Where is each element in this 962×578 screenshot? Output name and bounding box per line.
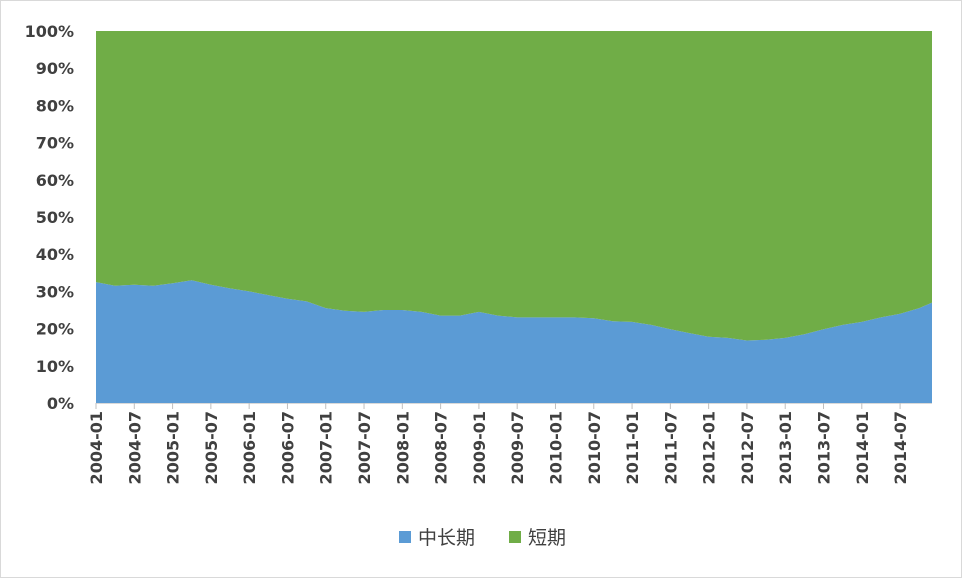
- y-tick-label: 40%: [36, 245, 74, 264]
- x-tick-label: 2011-07: [661, 411, 680, 484]
- x-tick-label: 2004-07: [125, 411, 144, 484]
- x-tick-label: 2006-01: [240, 411, 259, 484]
- y-tick-label: 60%: [36, 171, 74, 190]
- y-tick-label: 50%: [36, 208, 74, 227]
- x-tick-label: 2008-01: [393, 411, 412, 484]
- area-series-1: [96, 280, 932, 403]
- y-tick-label: 80%: [36, 96, 74, 115]
- legend-swatch: [509, 531, 521, 543]
- x-axis: 2004-01 2004-07 2005-01 2005-07 2006-01 2006-…: [87, 403, 932, 484]
- x-tick-label: 2012-07: [738, 411, 757, 484]
- y-tick-label: 100%: [25, 22, 74, 41]
- x-tick-label: 2004-01: [87, 411, 106, 484]
- y-tick-label: 70%: [36, 134, 74, 153]
- y-tick-label: 30%: [36, 282, 74, 301]
- x-tick-label: 2013-01: [776, 411, 795, 484]
- plot-area: [96, 31, 932, 403]
- x-tick-label: 2009-07: [508, 411, 527, 484]
- legend: 中长期 短期: [399, 527, 566, 549]
- x-tick-label: 2010-01: [547, 411, 566, 484]
- area-series-2: [96, 31, 932, 341]
- x-tick-label: 2010-07: [585, 411, 604, 484]
- y-tick-label: 0%: [47, 394, 74, 413]
- x-tick-label: 2014-01: [853, 411, 872, 484]
- y-tick-label: 10%: [36, 357, 74, 376]
- y-axis: 0% 10% 20% 30% 40% 50% 60% 70% 80% 90% 100%: [25, 22, 74, 413]
- y-tick-label: 90%: [36, 59, 74, 78]
- x-tick-label: 2009-01: [470, 411, 489, 484]
- x-tick-label: 2005-01: [164, 411, 183, 484]
- x-tick-label: 2012-01: [700, 411, 719, 484]
- x-tick-label: 2008-07: [432, 411, 451, 484]
- x-tick-label: 2014-07: [891, 411, 910, 484]
- x-tick-label: 2007-01: [317, 411, 336, 484]
- y-tick-label: 20%: [36, 320, 74, 339]
- x-tick-label: 2006-07: [279, 411, 298, 484]
- x-tick-label: 2013-07: [815, 411, 834, 484]
- x-tick-label: 2011-01: [623, 411, 642, 484]
- x-tick-label: 2007-07: [355, 411, 374, 484]
- legend-label: 中长期: [418, 527, 475, 549]
- x-tick-label: 2005-07: [202, 411, 221, 484]
- legend-swatch: [399, 531, 411, 543]
- legend-label: 短期: [528, 527, 566, 549]
